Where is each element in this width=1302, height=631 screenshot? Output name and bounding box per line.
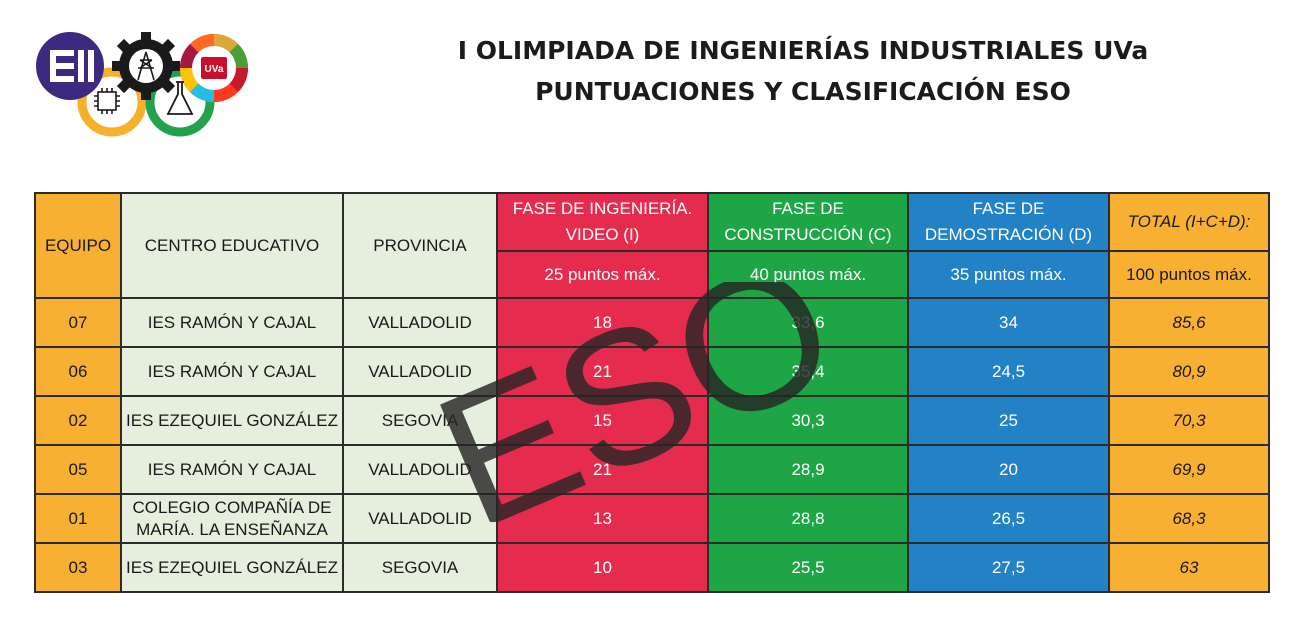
title-line-1: I OLIMPIADA DE INGENIERÍAS INDUSTRIALES … xyxy=(457,36,1149,65)
cell-total: 68,3 xyxy=(1108,493,1270,544)
gear-icon xyxy=(112,32,180,100)
cell-centro: IES RAMÓN Y CAJAL xyxy=(120,346,344,397)
cell-demostracion: 24,5 xyxy=(907,346,1110,397)
eii-uva-logo: UVa xyxy=(36,32,248,137)
header-provincia: PROVINCIA xyxy=(342,192,498,299)
cell-centro: IES EZEQUIEL GONZÁLEZ xyxy=(120,542,344,593)
cell-equipo: 06 xyxy=(34,346,122,397)
cell-ingenieria: 21 xyxy=(496,346,709,397)
header-construccion: FASE DE CONSTRUCCIÓN (C) xyxy=(707,192,909,252)
cell-demostracion: 26,5 xyxy=(907,493,1110,544)
cell-ingenieria: 15 xyxy=(496,395,709,446)
table-row: 03 IES EZEQUIEL GONZÁLEZ SEGOVIA 10 25,5… xyxy=(34,542,1270,593)
cell-equipo: 02 xyxy=(34,395,122,446)
cell-ingenieria: 21 xyxy=(496,444,709,495)
cell-construccion: 30,3 xyxy=(707,395,909,446)
cell-construccion: 35,4 xyxy=(707,346,909,397)
cell-provincia: VALLADOLID xyxy=(342,297,498,348)
header-equipo: EQUIPO xyxy=(34,192,122,299)
cell-total: 85,6 xyxy=(1108,297,1270,348)
table-row: 01 COLEGIO COMPAÑÍA DE MARÍA. LA ENSEÑANZ… xyxy=(34,493,1270,544)
cell-total: 80,9 xyxy=(1108,346,1270,397)
cell-construccion: 28,9 xyxy=(707,444,909,495)
header-demostracion-max: 35 puntos máx. xyxy=(907,250,1110,299)
table-row: 02 IES EZEQUIEL GONZÁLEZ SEGOVIA 15 30,3… xyxy=(34,395,1270,446)
header-ingenieria: FASE DE INGENIERÍA. VIDEO (I) xyxy=(496,192,709,252)
header-ingenieria-max: 25 puntos máx. xyxy=(496,250,709,299)
cell-demostracion: 34 xyxy=(907,297,1110,348)
flask-icon xyxy=(166,81,194,115)
cell-centro: IES RAMÓN Y CAJAL xyxy=(120,297,344,348)
cell-construccion: 33,6 xyxy=(707,297,909,348)
title-block: I OLIMPIADA DE INGENIERÍAS INDUSTRIALES … xyxy=(420,30,1186,112)
sdg-wheel-icon: UVa xyxy=(180,34,248,102)
scores-table: EQUIPO CENTRO EDUCATIVO PROVINCIA FASE D… xyxy=(34,192,1270,593)
cell-centro: IES EZEQUIEL GONZÁLEZ xyxy=(120,395,344,446)
cell-construccion: 25,5 xyxy=(707,542,909,593)
header-centro: CENTRO EDUCATIVO xyxy=(120,192,344,299)
cell-construccion: 28,8 xyxy=(707,493,909,544)
cell-provincia: VALLADOLID xyxy=(342,444,498,495)
header-demostracion: FASE DE DEMOSTRACIÓN (D) xyxy=(907,192,1110,252)
cell-provincia: VALLADOLID xyxy=(342,493,498,544)
cell-equipo: 05 xyxy=(34,444,122,495)
table-row: 06 IES RAMÓN Y CAJAL VALLADOLID 21 35,4 … xyxy=(34,346,1270,397)
cell-demostracion: 20 xyxy=(907,444,1110,495)
header-construccion-max: 40 puntos máx. xyxy=(707,250,909,299)
ring-yellow-icon xyxy=(77,67,147,137)
cell-ingenieria: 18 xyxy=(496,297,709,348)
header-total: TOTAL (I+C+D): xyxy=(1108,192,1270,252)
header-total-max: 100 puntos máx. xyxy=(1108,250,1270,299)
cell-total: 69,9 xyxy=(1108,444,1270,495)
pylon-icon xyxy=(137,51,155,81)
ring-green-icon xyxy=(145,67,215,137)
title-line-2: PUNTUACIONES Y CLASIFICACIÓN ESO xyxy=(535,77,1071,106)
cell-total: 63 xyxy=(1108,542,1270,593)
cell-provincia: SEGOVIA xyxy=(342,395,498,446)
cell-equipo: 03 xyxy=(34,542,122,593)
uva-badge: UVa xyxy=(205,64,224,75)
table-row: 05 IES RAMÓN Y CAJAL VALLADOLID 21 28,9 … xyxy=(34,444,1270,495)
cell-equipo: 07 xyxy=(34,297,122,348)
cell-total: 70,3 xyxy=(1108,395,1270,446)
chip-icon xyxy=(94,88,120,114)
cell-ingenieria: 13 xyxy=(496,493,709,544)
cell-centro: IES RAMÓN Y CAJAL xyxy=(120,444,344,495)
cell-demostracion: 25 xyxy=(907,395,1110,446)
cell-equipo: 01 xyxy=(34,493,122,544)
cell-demostracion: 27,5 xyxy=(907,542,1110,593)
cell-provincia: VALLADOLID xyxy=(342,346,498,397)
cell-ingenieria: 10 xyxy=(496,542,709,593)
cell-provincia: SEGOVIA xyxy=(342,542,498,593)
eii-logo-icon xyxy=(36,32,104,100)
cell-centro: COLEGIO COMPAÑÍA DE MARÍA. LA ENSEÑANZA xyxy=(120,493,344,544)
table-row: 07 IES RAMÓN Y CAJAL VALLADOLID 18 33,6 … xyxy=(34,297,1270,348)
